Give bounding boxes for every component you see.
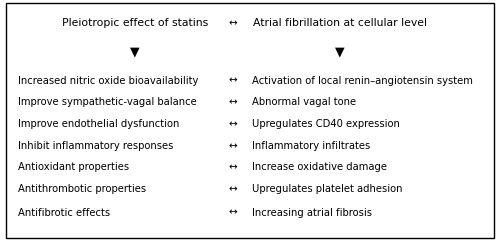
Text: ↔: ↔ [228,184,237,194]
Text: ↔: ↔ [228,76,237,86]
Text: Inflammatory infiltrates: Inflammatory infiltrates [252,141,371,151]
Text: ▼: ▼ [335,45,345,58]
Text: Increase oxidative damage: Increase oxidative damage [252,162,388,173]
Text: ↔: ↔ [228,18,237,28]
Text: ↔: ↔ [228,208,237,218]
Text: Upregulates platelet adhesion: Upregulates platelet adhesion [252,184,403,194]
FancyBboxPatch shape [6,3,494,238]
Text: ↔: ↔ [228,97,237,107]
Text: ↔: ↔ [228,162,237,173]
Text: ↔: ↔ [228,119,237,129]
Text: Antioxidant properties: Antioxidant properties [18,162,128,173]
Text: Improve sympathetic-vagal balance: Improve sympathetic-vagal balance [18,97,196,107]
Text: Antifibrotic effects: Antifibrotic effects [18,208,110,218]
Text: Antithrombotic properties: Antithrombotic properties [18,184,146,194]
Text: Atrial fibrillation at cellular level: Atrial fibrillation at cellular level [253,18,427,28]
Text: Inhibit inflammatory responses: Inhibit inflammatory responses [18,141,173,151]
Text: Abnormal vagal tone: Abnormal vagal tone [252,97,356,107]
Text: Activation of local renin–angiotensin system: Activation of local renin–angiotensin sy… [252,76,474,86]
Text: Pleiotropic effect of statins: Pleiotropic effect of statins [62,18,208,28]
Text: Increased nitric oxide bioavailability: Increased nitric oxide bioavailability [18,76,198,86]
Text: Increasing atrial fibrosis: Increasing atrial fibrosis [252,208,372,218]
Text: Improve endothelial dysfunction: Improve endothelial dysfunction [18,119,179,129]
Text: ↔: ↔ [228,141,237,151]
Text: ▼: ▼ [130,45,140,58]
Text: Upregulates CD40 expression: Upregulates CD40 expression [252,119,400,129]
